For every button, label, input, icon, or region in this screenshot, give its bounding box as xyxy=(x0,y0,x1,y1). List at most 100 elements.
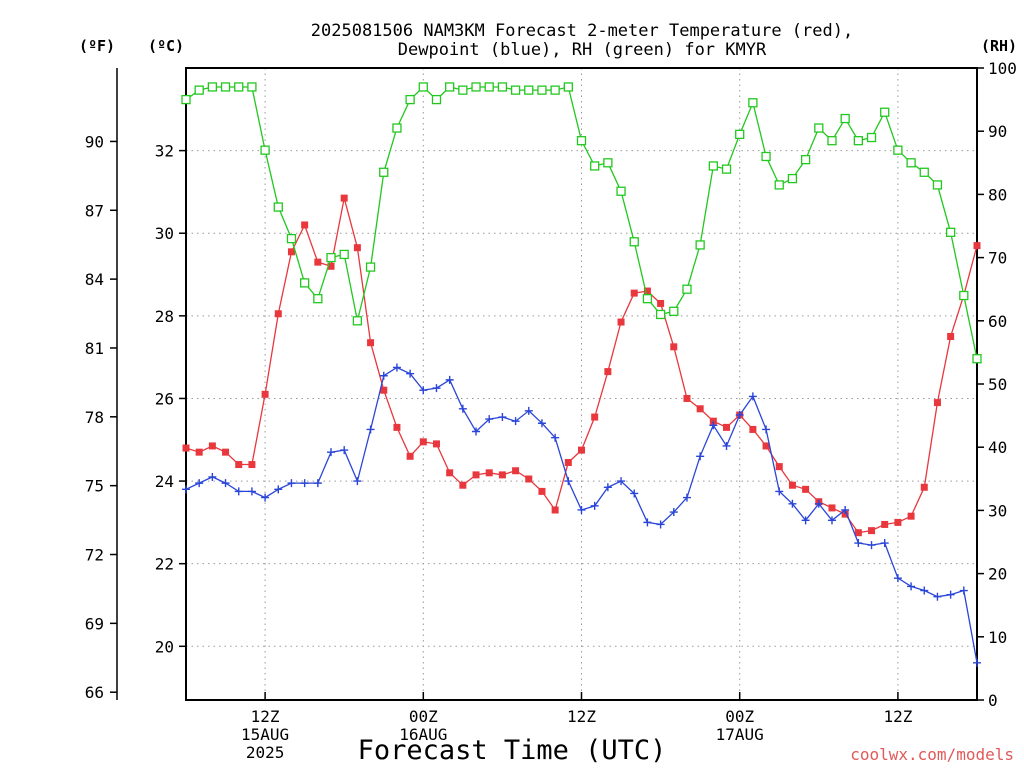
time-tick-label: 00Z xyxy=(725,707,754,726)
temperature-point xyxy=(762,442,770,450)
temperature-point xyxy=(643,287,651,295)
dewpoint-point xyxy=(261,493,270,502)
rh-point xyxy=(827,136,837,146)
rh-point xyxy=(735,129,745,140)
temperature-point xyxy=(222,448,230,456)
dewpoint-point xyxy=(801,516,810,525)
rh-point xyxy=(234,82,244,92)
temperature-point xyxy=(788,481,796,489)
time-tick-date: 17AUG xyxy=(716,725,764,744)
temperature-point xyxy=(868,527,876,535)
rh-point xyxy=(682,284,692,294)
rh-point xyxy=(405,94,415,105)
temperature-point xyxy=(564,458,572,466)
fahrenheit-unit-label: (ºF) xyxy=(79,37,115,55)
rh-point xyxy=(260,145,270,155)
rh-point xyxy=(181,94,191,105)
dewpoint-point xyxy=(788,499,797,508)
fahrenheit-tick-label: 69 xyxy=(85,614,104,633)
rh-point xyxy=(299,278,310,288)
rh-point xyxy=(932,180,943,190)
rh-tick-label: 0 xyxy=(988,691,998,710)
rh-point xyxy=(721,164,732,174)
dewpoint-point xyxy=(485,415,494,424)
dewpoint-point xyxy=(498,413,507,422)
dewpoint-point xyxy=(287,479,296,488)
temperature-point xyxy=(248,461,256,469)
dewpoint-point xyxy=(524,406,533,415)
temperature-point xyxy=(591,413,599,421)
fahrenheit-tick-label: 66 xyxy=(85,683,104,702)
dewpoint-point xyxy=(973,658,981,667)
rh-point xyxy=(379,167,389,177)
temperature-point xyxy=(854,529,862,537)
rh-point xyxy=(207,82,218,92)
dewpoint-point xyxy=(630,489,639,498)
rh-tick-label: 80 xyxy=(988,185,1007,204)
rh-point xyxy=(800,154,811,165)
dewpoint-point xyxy=(603,483,612,492)
rh-point xyxy=(629,237,639,247)
dewpoint-point xyxy=(221,479,230,488)
temperature-point xyxy=(274,310,282,318)
dewpoint-point xyxy=(682,493,691,502)
temperature-point xyxy=(498,471,506,479)
dewpoint-point xyxy=(247,487,256,496)
temperature-point xyxy=(604,368,612,376)
temperature-point xyxy=(195,448,203,456)
rh-point xyxy=(655,309,666,320)
dewpoint-point xyxy=(208,472,217,481)
rh-point xyxy=(339,249,349,260)
rh-point xyxy=(431,94,442,105)
temperature-point xyxy=(894,518,902,526)
dewpoint-point xyxy=(854,539,863,548)
temperature-point xyxy=(287,248,295,256)
dewpoint-point xyxy=(590,501,599,510)
rh-point xyxy=(247,82,257,92)
fahrenheit-tick-label: 84 xyxy=(85,270,104,289)
dewpoint-point xyxy=(419,386,428,395)
dewpoint-point xyxy=(959,586,968,595)
dewpoint-point xyxy=(551,433,560,442)
time-tick-date: 15AUG xyxy=(241,725,289,744)
dewpoint-point xyxy=(406,369,415,378)
dewpoint-point xyxy=(669,508,678,517)
dewpoint-point xyxy=(933,592,942,601)
rh-point xyxy=(550,85,560,95)
rh-point xyxy=(708,161,718,171)
temperature-point xyxy=(551,506,559,514)
grid-lines xyxy=(186,68,977,700)
dewpoint-point xyxy=(696,452,705,461)
rh-tick-label: 30 xyxy=(988,501,1007,520)
temperature-point xyxy=(340,194,348,202)
dewpoint-point xyxy=(867,541,876,550)
dewpoint-point xyxy=(748,392,757,401)
rh-unit-label: (RH) xyxy=(981,37,1017,55)
temperature-point xyxy=(525,475,533,483)
dewpoint-point xyxy=(300,479,309,488)
temperature-point xyxy=(235,461,243,469)
celsius-tick-label: 20 xyxy=(155,637,174,656)
celsius-tick-label: 24 xyxy=(155,472,174,491)
temperature-point xyxy=(380,386,388,394)
data-series xyxy=(181,82,982,667)
rh-point xyxy=(576,136,587,146)
dewpoint-point xyxy=(564,477,573,486)
temperature-point xyxy=(367,339,375,347)
temperature-point xyxy=(327,262,335,270)
temperature-point xyxy=(973,242,981,250)
dewpoint-point xyxy=(577,505,586,514)
dewpoint-point xyxy=(907,582,916,591)
rh-tick-label: 90 xyxy=(988,122,1007,141)
dewpoint-point xyxy=(735,410,744,419)
rh-point xyxy=(787,173,798,184)
celsius-tick-label: 22 xyxy=(155,555,174,574)
temperature-point xyxy=(353,244,361,252)
temperature-point xyxy=(709,417,717,425)
dewpoint-point xyxy=(893,574,902,583)
dewpoint-point xyxy=(946,590,955,599)
fahrenheit-tick-label: 78 xyxy=(85,408,104,427)
chart-title-line2: Dewpoint (blue), RH (green) for KMYR xyxy=(398,40,767,60)
